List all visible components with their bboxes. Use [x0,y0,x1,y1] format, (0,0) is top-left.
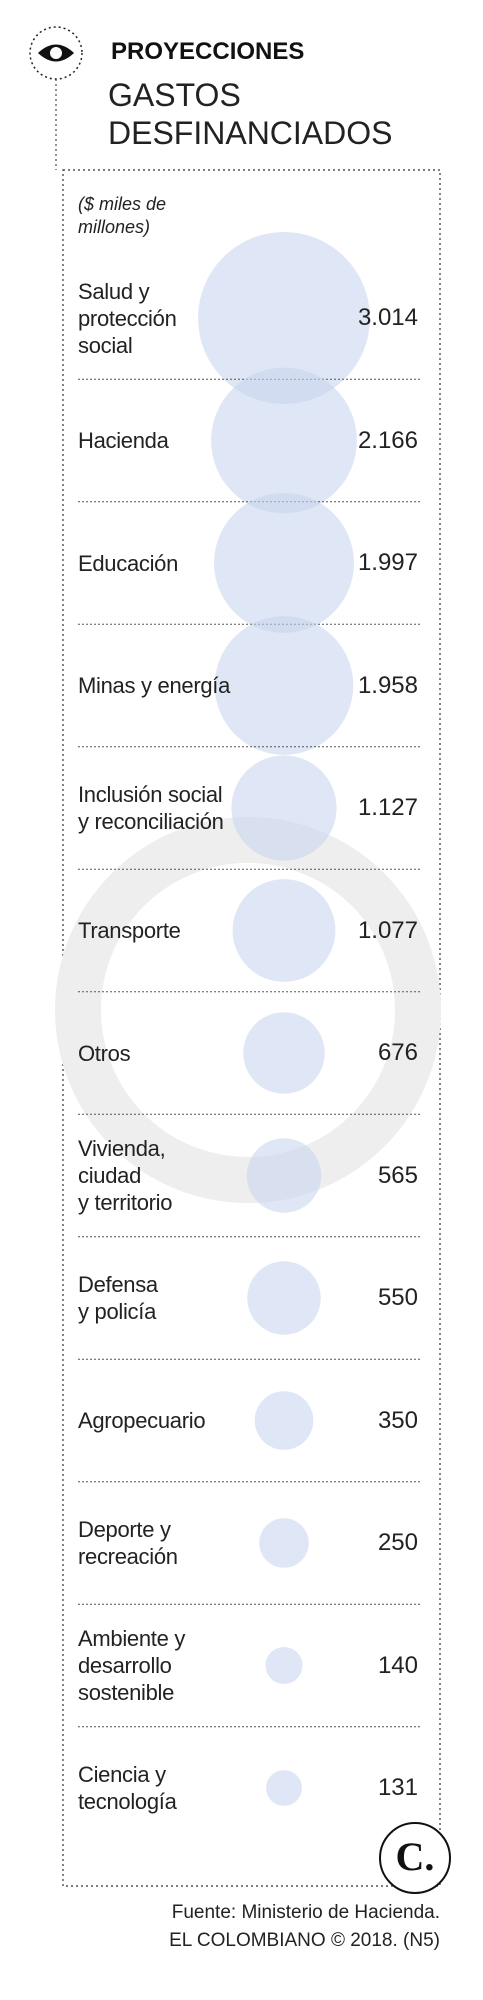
category-label: Hacienda [78,428,169,453]
category-label: Otros [78,1040,131,1066]
title: PROYECCIONES [111,38,305,65]
category-label: Ambiente y desarrollo sostenible [78,1626,186,1705]
value-label: 1.997 [357,549,418,576]
bubble [259,1518,309,1568]
category-label: Vivienda, ciudad y territorio [78,1136,173,1215]
logo [379,1822,451,1894]
bubble [198,232,370,404]
category-label: Defensa y policía [78,1272,158,1324]
value-label: 565 [377,1161,418,1189]
category-label: Minas y energía [78,673,231,698]
subtitle: GASTOS DESFINANCIADOS [108,77,393,151]
value-label: 131 [377,1774,418,1801]
category-label: Inclusión social y reconciliación [78,782,224,834]
bubble [211,367,357,514]
eye-pupil [50,47,62,59]
value-label: 140 [377,1651,418,1679]
bubble [213,492,355,634]
value-label: 2.166 [357,426,418,454]
bubble [214,616,354,755]
value-label: 676 [377,1039,418,1066]
value-label: 1.077 [357,916,418,944]
category-label: Educación [78,550,179,576]
logo-mark: C. [396,1834,435,1879]
value-label: 350 [377,1406,418,1434]
bubble [246,1138,322,1213]
category-label: Transporte [78,918,181,943]
value-label: 550 [377,1284,418,1311]
value-label: 1.127 [357,794,418,821]
bubble [247,1261,321,1335]
bubble [254,1391,314,1450]
value-label: 250 [377,1529,418,1556]
bubble [243,1012,325,1094]
category-label: Salud y protección social [78,278,177,358]
value-label: 3.014 [357,304,418,331]
bubble [266,1770,302,1806]
bubble [231,755,337,861]
credit: EL COLOMBIANO © 2018. (N5) [169,1930,440,1951]
category-label: Agropecuario [78,1408,206,1433]
bubble [232,879,336,982]
unit-note: ($ miles de millones) [78,194,167,237]
bubble [265,1646,303,1685]
category-label: Ciencia y tecnología [78,1762,177,1814]
value-label: 1.958 [357,671,418,699]
category-label: Deporte y recreación [78,1517,178,1569]
source: Fuente: Ministerio de Hacienda. [171,1902,440,1923]
